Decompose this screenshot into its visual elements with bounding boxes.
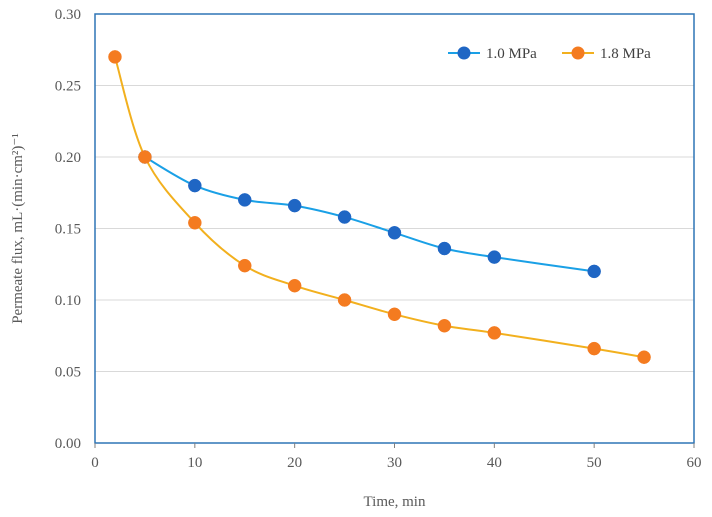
data-point <box>587 341 601 356</box>
data-point <box>487 326 502 340</box>
x-tick-label: 20 <box>287 455 302 471</box>
data-point <box>287 278 302 293</box>
legend-marker <box>571 46 585 60</box>
legend-item: 1.0 MPa <box>448 46 537 62</box>
y-tick-labels: 0.00 0.05 0.10 0.15 0.20 0.25 0.30 <box>55 7 81 452</box>
legend-label: 1.8 MPa <box>600 46 651 62</box>
series-line <box>114 56 645 359</box>
data-point <box>238 258 252 273</box>
x-tick-label: 60 <box>687 455 702 471</box>
legend-marker <box>457 46 471 60</box>
x-axis-title: Time, min <box>364 494 426 510</box>
legend-item: 1.8 MPa <box>562 46 651 62</box>
data-point <box>637 350 651 364</box>
legend: 1.0 MPa 1.8 MPa <box>448 46 651 62</box>
data-point <box>337 210 352 224</box>
x-tick-label: 30 <box>387 455 402 471</box>
y-axis-title: Permeate flux, mL·(min·cm²)⁻¹ <box>10 133 26 324</box>
x-tick-label: 10 <box>187 455 202 471</box>
x-tick-label: 50 <box>587 455 602 471</box>
x-tick-label: 0 <box>91 455 99 471</box>
series-line <box>144 156 595 273</box>
data-point <box>387 307 402 322</box>
series-1-8-mpa <box>108 50 651 364</box>
y-tick-label: 0.10 <box>55 293 81 309</box>
series-group <box>108 50 651 364</box>
series-1-0-mpa <box>138 150 601 279</box>
data-point <box>587 264 601 279</box>
data-point <box>188 178 202 193</box>
x-tick-label: 40 <box>487 455 502 471</box>
data-point <box>337 293 352 307</box>
data-point <box>238 193 252 207</box>
data-point <box>188 216 202 230</box>
data-point <box>287 198 302 213</box>
data-point <box>487 250 502 264</box>
data-point <box>437 241 452 256</box>
data-point <box>437 318 452 333</box>
data-point <box>108 50 122 64</box>
x-tick-labels: 0 10 20 30 40 50 60 <box>91 443 702 471</box>
y-tick-label: 0.00 <box>55 436 81 452</box>
data-point <box>138 150 152 164</box>
y-tick-label: 0.05 <box>55 365 81 381</box>
data-point <box>387 226 402 240</box>
y-tick-label: 0.15 <box>55 222 81 238</box>
y-tick-label: 0.25 <box>55 79 81 95</box>
y-tick-label: 0.30 <box>55 7 81 23</box>
legend-label: 1.0 MPa <box>486 46 537 62</box>
y-tick-label: 0.20 <box>55 150 81 166</box>
